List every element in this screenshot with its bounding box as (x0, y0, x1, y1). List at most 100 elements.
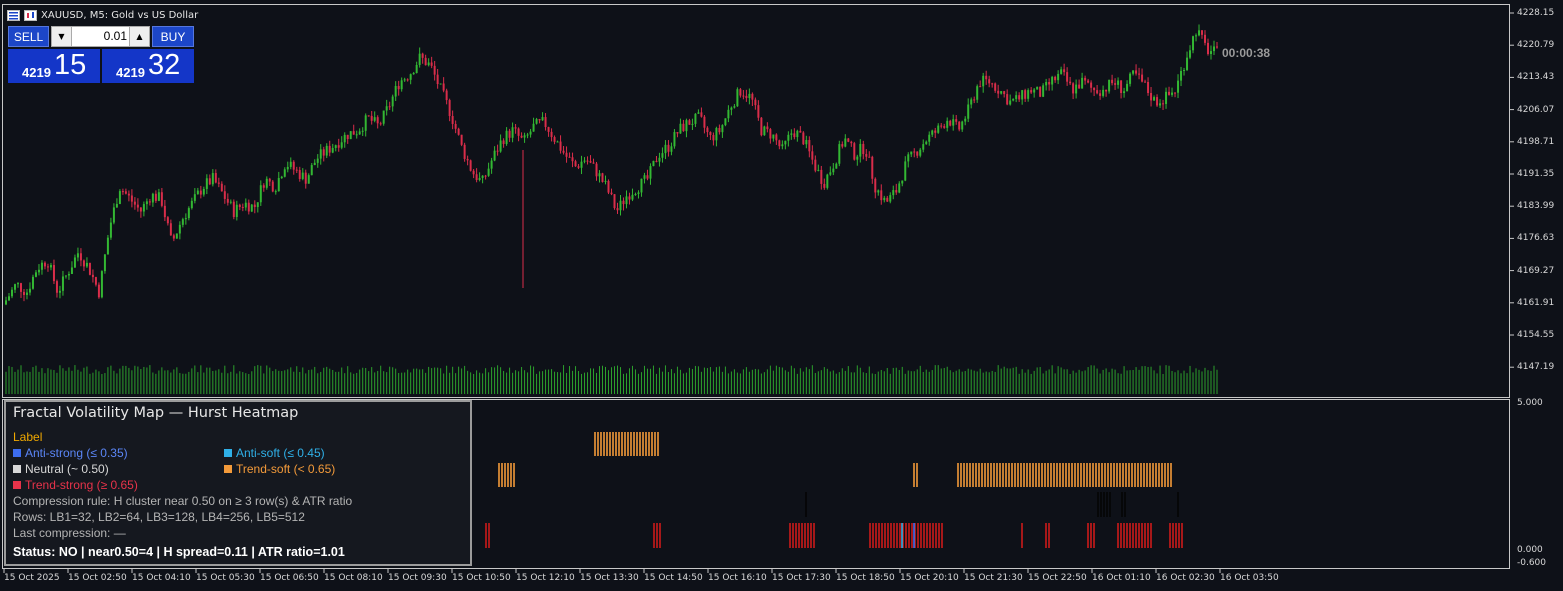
candle-body (319, 149, 322, 159)
trend-strong-swatch (13, 481, 21, 489)
candle-body (277, 178, 280, 192)
candle-body (748, 93, 751, 99)
candle-body (475, 174, 478, 181)
candle-body (1057, 73, 1060, 81)
candle-body (1078, 84, 1081, 89)
candle-body (445, 90, 448, 101)
candle-body (364, 115, 367, 131)
time-axis-label: 15 Oct 05:30 (196, 573, 255, 583)
candle-body (1138, 73, 1141, 75)
candle-body (1069, 81, 1072, 84)
bid-price-prefix: 4219 (22, 65, 51, 80)
candle-body (346, 134, 349, 140)
candle-body (679, 123, 682, 134)
candle-body (229, 201, 232, 203)
candle-body (556, 141, 559, 143)
candle-body (526, 134, 529, 136)
candle-body (613, 194, 616, 209)
candle-body (1066, 72, 1069, 82)
candle-body (283, 169, 286, 177)
candle-body (388, 106, 391, 108)
candle-body (307, 175, 310, 184)
indicator-subwindow-frame[interactable] (2, 399, 1510, 569)
candle-body (802, 132, 805, 145)
legend-anti-soft-text: Anti-soft (≤ 0.45) (236, 446, 325, 460)
candle-body (298, 170, 301, 179)
candle-body (739, 89, 742, 96)
candle-body (142, 204, 145, 212)
candle-body (829, 172, 832, 175)
candle-body (808, 140, 811, 152)
candle-body (115, 203, 118, 208)
ask-price-button[interactable]: 4219 32 (102, 49, 194, 83)
candle-body (907, 154, 910, 162)
candle-body (472, 170, 475, 175)
candle-body (736, 89, 739, 107)
candle-body (592, 162, 595, 164)
legend-status: Status: NO | near0.50=4 | H spread=0.11 … (13, 545, 345, 559)
candle-body (316, 158, 319, 163)
candle-body (448, 100, 451, 117)
candle-body (1024, 90, 1027, 99)
candle-body (601, 173, 604, 182)
sell-button[interactable]: SELL (8, 26, 49, 47)
candle-body (130, 195, 133, 202)
candle-body (1192, 36, 1195, 51)
candle-body (208, 178, 211, 185)
bid-price-button[interactable]: 4219 15 (8, 49, 100, 83)
candle-body (784, 140, 787, 145)
candle-body (871, 156, 874, 179)
candle-body (643, 175, 646, 179)
candle-body (778, 140, 781, 147)
candle-body (178, 224, 181, 234)
candle-body (253, 204, 256, 208)
bid-price-pips: 15 (54, 49, 87, 81)
time-axis-label: 16 Oct 02:30 (1156, 573, 1215, 583)
lot-size-field[interactable]: ▼ 0.01 ▲ (51, 26, 150, 47)
candle-body (1111, 79, 1114, 84)
candle-body (1195, 35, 1198, 37)
time-axis-label: 15 Oct 06:50 (260, 573, 319, 583)
candle-body (577, 166, 580, 168)
candle-body (571, 157, 574, 162)
candle-body (700, 112, 703, 117)
candle-body (853, 143, 856, 160)
anti-soft-swatch (224, 449, 232, 457)
candle-body (454, 123, 457, 129)
candle-body (646, 175, 649, 179)
candle-body (442, 83, 445, 91)
candle-body (220, 183, 223, 192)
candle-body (952, 119, 955, 126)
candle-body (97, 284, 100, 298)
lot-decrease-icon[interactable]: ▼ (52, 27, 72, 46)
legend-anti-strong-text: Anti-strong (≤ 0.35) (25, 446, 128, 460)
one-click-trading-panel: SELL ▼ 0.01 ▲ BUY 4219 15 4219 32 (8, 26, 194, 83)
candle-body (1153, 97, 1156, 101)
candle-body (487, 168, 490, 176)
candle-body (199, 190, 202, 195)
price-chart-frame[interactable] (2, 4, 1510, 398)
candle-body (1141, 74, 1144, 82)
candle-body (910, 151, 913, 155)
candle-body (925, 141, 928, 145)
candle-body (772, 134, 775, 139)
candle-body (190, 200, 193, 209)
lot-increase-icon[interactable]: ▲ (129, 27, 149, 46)
candle-body (970, 99, 973, 105)
candle-body (394, 85, 397, 97)
time-axis-label: 15 Oct 18:50 (836, 573, 895, 583)
candle-body (793, 133, 796, 138)
buy-button[interactable]: BUY (152, 26, 194, 47)
candle-body (997, 90, 1000, 94)
candle-body (1108, 79, 1111, 92)
candle-body (1039, 86, 1042, 97)
candle-body (1033, 89, 1036, 93)
price-axis-label: 4161.91 (1517, 297, 1555, 308)
candle-body (352, 131, 355, 135)
candle-body (469, 160, 472, 171)
candle-body (463, 144, 466, 159)
candle-body (427, 62, 430, 66)
lot-value[interactable]: 0.01 (103, 29, 127, 43)
candle-body (604, 180, 607, 182)
candle-body (340, 142, 343, 148)
